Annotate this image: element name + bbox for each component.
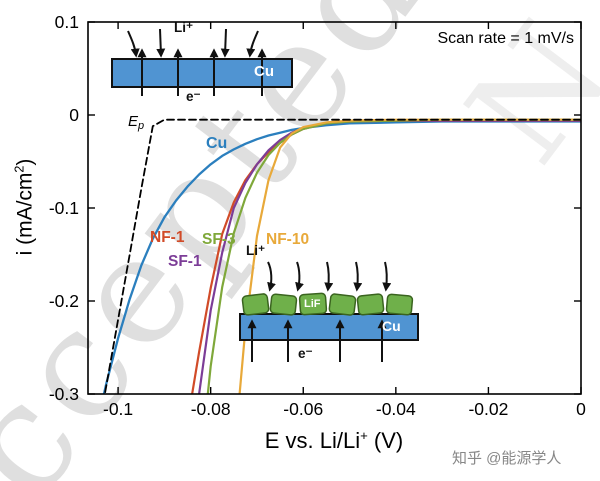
inset-bottom-cu-label: Cu [382,318,401,334]
x-axis-label-text: E vs. Li/Li [264,428,361,454]
x-tick-label: -0.02 [468,399,508,419]
inset-top-li-ion-label: Li⁺ [174,20,194,35]
y-axis-label-text: i (mA/cm [13,172,37,256]
x-tick-label: 0 [576,399,586,419]
x-tick-label: -0.1 [103,399,133,419]
ep-symbol: E [128,113,139,130]
lif-particle [385,293,414,316]
lif-particle [241,293,270,316]
ion-flux-arrows-down [267,261,392,292]
inset-lif-cu-schematic [239,261,419,362]
y-tick-label: -0.2 [49,291,79,311]
curve-label-nf10: NF-10 [266,231,310,248]
y-tick-label: 0 [69,105,79,125]
y-axis-label-sup: 2 [12,165,27,173]
inset-top-electron-label: e⁻ [186,89,201,104]
x-tick-label: -0.08 [191,399,231,419]
inset-bottom-electron-label: e⁻ [298,346,313,361]
x-axis-label: E vs. Li/Li+ (V) [265,428,404,454]
zhihu-credit: 知乎 @能源学人 [452,450,562,467]
y-axis-label: i (mA/cm2) [13,159,38,256]
curve-label-cu: Cu [206,135,228,152]
lif-particle [356,293,385,316]
y-tick-label: -0.1 [49,198,79,218]
x-axis-label-sup: + [360,427,368,443]
lif-particle [328,293,357,316]
curve-Cu [102,120,581,394]
x-axis-label-text: (V) [367,428,404,454]
ep-subscript: p [138,120,145,132]
y-tick-label: -0.3 [49,384,79,404]
y-axis-label-text: ) [13,158,37,166]
ep-annotation: Ep [128,113,144,132]
ion-flux-arrows-down [127,28,259,58]
y-tick-label: 0.1 [55,12,79,32]
curves-group [102,118,581,394]
inset-bare-cu-schematic [111,28,293,96]
cu-substrate-bar [239,313,419,341]
x-tick-label: -0.06 [283,399,323,419]
curve-Ep-extrapolation [103,118,581,394]
lif-particle-labeled [298,292,328,316]
electron-flux-arrows-up [247,319,387,362]
inset-bottom-lif-label: LiF [304,298,321,310]
inset-top-cu-label: Cu [254,63,274,80]
scan-rate-annotation: Scan rate = 1 mV/s [437,30,574,47]
inset-bottom-li-ion-label: Li⁺ [246,243,266,258]
curve-label-sf3: SF-3 [202,231,236,248]
electron-flux-arrows-up [137,48,267,96]
lif-particles [241,292,414,316]
x-tick-label: -0.04 [376,399,416,419]
curve-label-nf1: NF-1 [150,229,185,246]
curve-label-sf1: SF-1 [168,253,202,270]
lif-particle [269,293,298,316]
